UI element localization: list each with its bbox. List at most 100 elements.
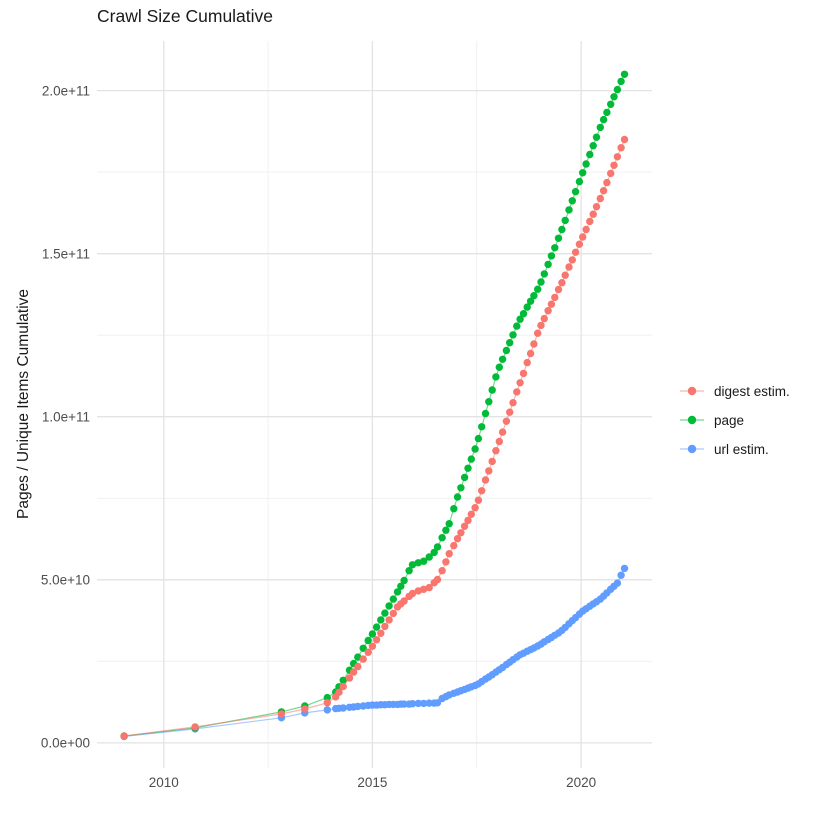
data-point-page (364, 636, 372, 645)
data-point-page (481, 409, 490, 418)
data-point-page (408, 561, 417, 569)
legend-item-digest-estim: digest estim. (679, 379, 790, 403)
data-point-digest-estim (453, 535, 462, 543)
data-point-page (433, 543, 442, 551)
data-point-page (393, 588, 402, 596)
data-point-page (603, 108, 611, 117)
data-point-page (534, 285, 542, 293)
data-point-digest-estim (385, 616, 393, 624)
data-point-digest-estim (372, 636, 381, 644)
data-point-page (571, 188, 580, 196)
y-tick-label: 1.0e+11 (42, 409, 90, 424)
data-point-digest-estim (551, 293, 559, 302)
data-point-digest-estim (513, 388, 521, 396)
data-point-page (368, 630, 377, 638)
data-point-page (592, 133, 601, 141)
data-point-digest-estim (526, 349, 535, 358)
data-point-digest-estim (339, 682, 347, 691)
data-point-page (516, 315, 524, 323)
legend-label-page: page (714, 412, 745, 428)
data-point-page (565, 206, 573, 214)
data-point-digest-estim (506, 408, 514, 416)
data-point-page (389, 595, 397, 603)
data-point-digest-estim (474, 496, 483, 504)
series-line-url-estim (124, 568, 626, 737)
data-point-digest-estim (442, 558, 450, 566)
data-point-page (464, 464, 472, 472)
data-point-url-estim (408, 700, 417, 708)
data-point-page (471, 445, 479, 453)
data-point-url-estim (420, 699, 428, 708)
data-point-page (397, 582, 405, 590)
data-point-digest-estim (498, 428, 507, 436)
data-point-digest-estim (120, 732, 128, 740)
data-point-page (492, 373, 500, 381)
y-tick-label: 5.0e+10 (41, 573, 90, 588)
x-tick-label: 2020 (566, 775, 596, 790)
data-point-page (561, 216, 569, 225)
data-point-page (442, 526, 450, 534)
data-point-digest-estim (607, 169, 615, 178)
data-point-page (582, 160, 590, 168)
data-point-digest-estim (586, 217, 594, 226)
data-point-page (450, 505, 458, 513)
data-point-page (589, 142, 597, 150)
data-point-digest-estim (467, 510, 475, 518)
data-point-url-estim (620, 564, 629, 573)
data-point-page (400, 576, 408, 585)
data-point-page (445, 520, 453, 528)
data-point-url-estim (323, 706, 331, 714)
data-point-page (610, 93, 618, 101)
data-point-digest-estim (433, 575, 442, 584)
data-point-digest-estim (345, 674, 354, 682)
data-point-page (599, 115, 608, 124)
data-point-page (551, 244, 559, 252)
data-point-digest-estim (610, 161, 618, 169)
data-point-page (540, 270, 548, 278)
data-point-page (339, 676, 347, 684)
data-point-digest-estim (502, 417, 511, 425)
data-point-page (596, 123, 604, 132)
data-point-page (385, 602, 393, 610)
data-point-digest-estim (599, 187, 608, 195)
data-point-page (488, 386, 496, 394)
data-point-digest-estim (464, 516, 472, 525)
data-point-page (323, 693, 331, 702)
data-point-digest-estim (509, 399, 517, 407)
data-point-digest-estim (568, 256, 576, 264)
data-point-digest-estim (516, 379, 524, 387)
data-point-digest-estim (485, 467, 493, 475)
data-point-digest-estim (561, 271, 569, 279)
data-point-digest-estim (364, 648, 372, 656)
data-point-page (620, 70, 629, 79)
data-point-page (607, 100, 615, 109)
data-point-page (575, 177, 584, 186)
legend-item-page: page (679, 408, 790, 432)
data-point-page (579, 169, 587, 177)
data-point-digest-estim (617, 144, 625, 152)
data-point-page (438, 534, 446, 542)
data-point-digest-estim (301, 705, 309, 713)
data-point-page (506, 339, 514, 347)
data-point-digest-estim (408, 589, 417, 598)
legend: digest estim. page url estim. (679, 379, 790, 466)
data-point-page (519, 310, 528, 318)
data-point-digest-estim (547, 300, 556, 308)
data-point-page (377, 616, 385, 624)
chart-title: Crawl Size Cumulative (97, 6, 274, 26)
data-point-page (523, 303, 531, 311)
data-point-page (405, 567, 413, 575)
data-point-page (460, 473, 469, 482)
data-point-digest-estim (495, 437, 503, 446)
data-point-page (359, 644, 367, 652)
data-point-page (544, 260, 552, 269)
data-point-page (526, 297, 535, 305)
data-point-page (425, 553, 433, 561)
data-point-digest-estim (460, 522, 469, 530)
data-point-digest-estim (579, 233, 587, 241)
data-point-digest-estim (554, 285, 563, 294)
data-point-digest-estim (530, 340, 538, 348)
data-point-page (617, 77, 625, 86)
data-point-digest-estim (519, 369, 528, 378)
